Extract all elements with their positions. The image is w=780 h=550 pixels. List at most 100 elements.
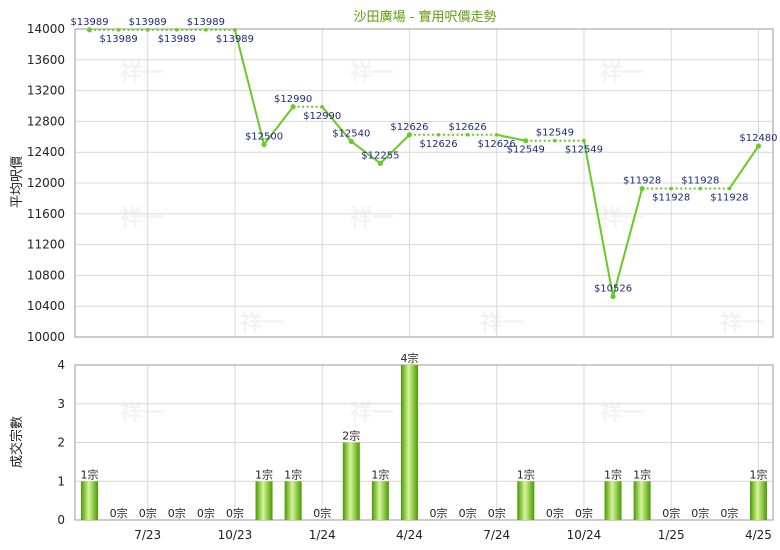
price-data-label: $13989 xyxy=(187,17,225,28)
count-data-label: 1宗 xyxy=(604,467,622,481)
price-y-tick-label: 10000 xyxy=(27,330,65,344)
watermark-text: 祥一 xyxy=(720,310,764,336)
price-data-label: $12500 xyxy=(245,132,283,143)
price-point xyxy=(174,28,179,32)
price-line-segment xyxy=(379,134,411,165)
price-point xyxy=(204,28,208,32)
x-tick-label: 4/25 xyxy=(745,528,772,542)
price-point xyxy=(610,293,616,300)
price-data-label: $12540 xyxy=(332,128,370,139)
price-data-label: $12990 xyxy=(303,111,341,122)
chart-title: 沙田廣場 - 實用呎價走勢 xyxy=(354,9,497,25)
watermark-text: 祥一 xyxy=(240,310,284,336)
x-axis-ticks: 7/23 10/23 1/24 4/24 7/24 10/24 1/25 4/25 xyxy=(134,528,772,542)
price-point xyxy=(698,186,703,191)
price-y-tick-label: 12400 xyxy=(27,145,65,159)
count-data-label: 0宗 xyxy=(226,506,244,520)
price-data-label: $11928 xyxy=(681,176,719,187)
price-line-segment xyxy=(612,188,644,297)
watermark-text: 祥一 xyxy=(120,60,164,86)
count-y-tick-label: 2 xyxy=(57,436,65,450)
count-data-label: 0宗 xyxy=(546,506,564,520)
watermark-text: 祥一 xyxy=(350,400,394,426)
watermark-text: 祥一 xyxy=(350,60,394,86)
count-data-label: 1宗 xyxy=(255,467,273,481)
price-point xyxy=(639,185,645,192)
count-data-label: 0宗 xyxy=(139,506,157,520)
price-point xyxy=(290,104,296,110)
x-tick-label: 4/24 xyxy=(396,528,423,542)
count-data-label: 0宗 xyxy=(197,506,215,520)
price-data-label: $12626 xyxy=(419,139,457,150)
price-y-tick-label: 13200 xyxy=(27,84,65,98)
count-y-tick-label: 4 xyxy=(57,358,65,372)
count-data-label: 1宗 xyxy=(371,467,389,481)
x-tick-label: 10/24 xyxy=(567,528,602,542)
count-y-tick-label: 0 xyxy=(57,513,65,527)
count-data-label: 0宗 xyxy=(313,506,331,520)
price-y-tick-label: 11200 xyxy=(27,238,65,252)
count-axis-label: 成交宗數 xyxy=(9,416,25,468)
count-bar xyxy=(255,481,273,520)
price-point xyxy=(669,186,674,191)
count-data-label: 0宗 xyxy=(168,506,186,520)
watermark-text: 祥一 xyxy=(600,60,644,86)
price-data-label: $12549 xyxy=(565,145,603,156)
count-bar xyxy=(604,481,622,520)
count-plot-frame xyxy=(74,364,774,521)
price-point xyxy=(377,160,383,166)
price-gridlines xyxy=(75,28,773,338)
price-panel: 10000 10400 10800 11200 11600 12000 12400 12800… xyxy=(27,17,778,344)
price-point xyxy=(86,27,93,33)
x-tick-label: 7/23 xyxy=(134,528,161,542)
x-tick-label: 10/23 xyxy=(218,528,253,542)
price-data-label: $13989 xyxy=(129,17,167,28)
price-line-segment xyxy=(321,106,353,143)
watermark-text: 祥一 xyxy=(120,400,164,426)
price-series xyxy=(89,28,760,297)
watermark-text: 祥一 xyxy=(600,400,644,426)
price-line-segment xyxy=(233,29,266,145)
price-data-label: $12626 xyxy=(390,122,428,133)
price-y-tick-label: 11600 xyxy=(27,207,65,221)
count-data-label: 1宗 xyxy=(633,467,651,481)
price-line-segment xyxy=(496,133,526,142)
price-data-label: $13989 xyxy=(100,34,138,45)
price-point xyxy=(348,138,354,145)
count-data-label: 2宗 xyxy=(342,429,360,443)
count-data-label: 1宗 xyxy=(81,467,99,481)
count-labels: 1宗 0宗 0宗 0宗 0宗 0宗 1宗 1宗 0宗 2宗 1宗 4宗 0宗 0宗 0宗 1宗 0宗 0宗 1宗 1宗… xyxy=(81,351,768,520)
price-y-tick-label: 10800 xyxy=(27,268,65,282)
price-data-label: $12549 xyxy=(507,145,545,156)
count-data-label: 0宗 xyxy=(430,506,448,520)
count-data-label: 0宗 xyxy=(110,506,128,520)
price-axis-label: 平均呎價 xyxy=(10,156,25,208)
price-point xyxy=(406,132,413,138)
price-point xyxy=(436,132,441,137)
price-y-tick-label: 10400 xyxy=(27,299,65,313)
watermark-text: 祥一 xyxy=(120,205,164,231)
count-data-label: 0宗 xyxy=(720,506,738,520)
count-bar xyxy=(400,365,418,520)
price-data-label: $13989 xyxy=(216,34,254,45)
watermark-text: 祥一 xyxy=(350,205,394,231)
count-data-label: 4宗 xyxy=(400,351,418,365)
price-point xyxy=(523,138,529,144)
price-y-tick-label: 12800 xyxy=(27,114,65,128)
count-data-label: 0宗 xyxy=(662,506,680,520)
price-data-label: $12990 xyxy=(274,94,312,105)
price-data-label: $11928 xyxy=(652,193,690,204)
count-y-tick-label: 3 xyxy=(57,397,65,411)
price-plot-frame xyxy=(74,28,774,338)
price-y-tick-label: 12000 xyxy=(27,176,65,190)
count-bar xyxy=(371,481,389,520)
count-bar xyxy=(749,481,767,520)
count-bar xyxy=(342,442,360,520)
count-bars xyxy=(81,365,767,520)
watermark-text: 祥一 xyxy=(480,310,524,336)
price-point xyxy=(261,141,267,148)
price-data-label: $12480 xyxy=(739,133,777,144)
price-line-segment xyxy=(263,106,294,146)
